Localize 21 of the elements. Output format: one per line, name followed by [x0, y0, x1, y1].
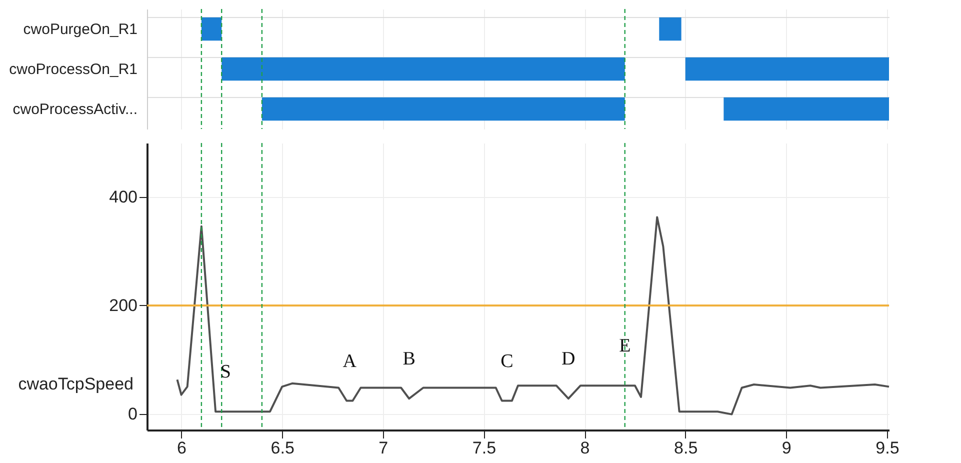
annotation: D — [562, 348, 576, 370]
y-tick-label: 400 — [109, 188, 138, 207]
x-tick-label: 9 — [782, 438, 792, 458]
y-tick-label: cwoProcessActiv... — [12, 101, 138, 118]
x-tick-label: 7.5 — [472, 438, 496, 458]
y-axis-title: cwaoTcpSpeed — [18, 374, 134, 394]
x-tick-label: 7 — [378, 438, 388, 458]
y-tick-label: 0 — [128, 404, 138, 424]
x-tick-label: 8 — [580, 438, 590, 458]
annotation: A — [342, 350, 357, 372]
annotation: E — [619, 336, 631, 357]
annotation: S — [220, 362, 231, 383]
x-tick-label: 9.5 — [876, 438, 900, 458]
annotation: C — [500, 350, 514, 372]
y-tick-label: cwoProcessOn_R1 — [9, 61, 138, 78]
x-tick-label: 6.5 — [270, 438, 294, 458]
y-tick-label: 200 — [109, 296, 138, 315]
x-tick-label: 6 — [177, 438, 187, 458]
y-tick-label: cwoPurgeOn_R1 — [23, 21, 138, 38]
x-tick-label: 8.5 — [674, 438, 698, 458]
annotation: B — [402, 348, 416, 370]
